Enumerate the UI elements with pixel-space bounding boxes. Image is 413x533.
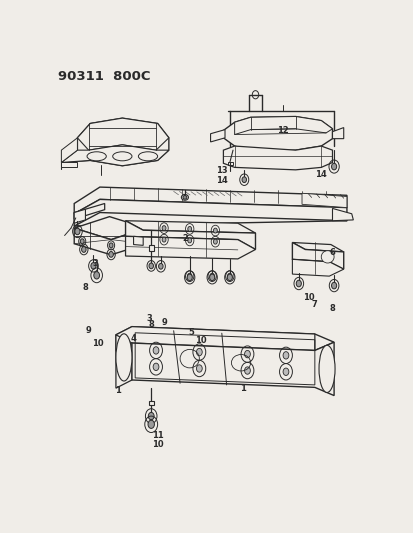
Ellipse shape [158, 263, 163, 269]
Ellipse shape [331, 282, 336, 289]
Ellipse shape [320, 251, 333, 263]
Ellipse shape [109, 243, 113, 248]
Text: 8: 8 [329, 304, 335, 313]
Ellipse shape [80, 239, 84, 244]
Polygon shape [74, 216, 146, 240]
Text: 14: 14 [216, 176, 227, 185]
Ellipse shape [162, 237, 166, 242]
Ellipse shape [112, 152, 132, 161]
Text: 10: 10 [152, 440, 163, 449]
Polygon shape [61, 118, 169, 166]
Polygon shape [332, 127, 343, 139]
Ellipse shape [227, 274, 232, 281]
Polygon shape [74, 228, 146, 255]
Polygon shape [74, 209, 85, 223]
Ellipse shape [81, 247, 86, 252]
Ellipse shape [187, 273, 192, 279]
Ellipse shape [116, 334, 132, 381]
Ellipse shape [242, 177, 246, 183]
Text: 1: 1 [114, 386, 120, 395]
Text: 9: 9 [161, 318, 166, 327]
Ellipse shape [109, 252, 113, 257]
Ellipse shape [318, 345, 334, 392]
Polygon shape [125, 236, 255, 259]
Polygon shape [210, 130, 225, 142]
Ellipse shape [183, 196, 186, 199]
Ellipse shape [187, 274, 192, 281]
Ellipse shape [188, 238, 191, 243]
Polygon shape [74, 187, 346, 214]
Polygon shape [116, 335, 132, 388]
Polygon shape [61, 145, 169, 166]
Ellipse shape [282, 352, 288, 359]
Ellipse shape [244, 350, 250, 358]
Ellipse shape [91, 263, 96, 269]
Text: 12: 12 [276, 126, 288, 135]
Polygon shape [148, 401, 153, 406]
Ellipse shape [149, 263, 153, 269]
Polygon shape [116, 327, 314, 351]
Ellipse shape [188, 227, 191, 231]
Polygon shape [234, 117, 332, 134]
Polygon shape [74, 199, 346, 226]
Polygon shape [332, 208, 352, 221]
Ellipse shape [87, 152, 106, 161]
Ellipse shape [181, 195, 188, 200]
Ellipse shape [148, 420, 154, 429]
Text: 7: 7 [311, 300, 317, 309]
Ellipse shape [196, 365, 202, 372]
Text: 3: 3 [92, 259, 98, 268]
Ellipse shape [162, 225, 166, 231]
Text: 10: 10 [195, 336, 206, 345]
Ellipse shape [153, 347, 159, 354]
Polygon shape [125, 221, 255, 249]
Text: 10: 10 [92, 338, 104, 348]
Text: 2: 2 [182, 234, 188, 243]
Text: 5: 5 [188, 328, 194, 337]
Ellipse shape [331, 163, 336, 170]
Polygon shape [223, 117, 332, 151]
Ellipse shape [148, 413, 154, 420]
Ellipse shape [94, 272, 99, 279]
Text: 3: 3 [146, 314, 152, 323]
Text: 4: 4 [131, 334, 136, 343]
Ellipse shape [196, 349, 202, 356]
Text: 8: 8 [148, 320, 154, 329]
Text: 14: 14 [315, 170, 326, 179]
Polygon shape [74, 204, 104, 219]
Text: 9: 9 [85, 326, 91, 335]
Ellipse shape [227, 273, 232, 279]
Polygon shape [292, 243, 343, 252]
Text: 6: 6 [329, 248, 335, 257]
Polygon shape [116, 327, 333, 350]
Ellipse shape [244, 367, 250, 374]
Text: 90311  800C: 90311 800C [58, 70, 150, 83]
Polygon shape [301, 193, 346, 207]
Polygon shape [125, 221, 255, 233]
Polygon shape [148, 245, 153, 251]
Ellipse shape [213, 228, 217, 233]
Ellipse shape [75, 228, 80, 235]
Text: 13: 13 [216, 166, 227, 175]
Ellipse shape [153, 363, 159, 370]
Text: 11: 11 [152, 431, 163, 440]
Polygon shape [223, 146, 332, 170]
Ellipse shape [213, 239, 217, 244]
Polygon shape [292, 243, 343, 269]
Ellipse shape [209, 274, 214, 281]
Ellipse shape [209, 273, 214, 279]
Text: 10: 10 [302, 293, 313, 302]
Polygon shape [77, 118, 169, 150]
Polygon shape [61, 138, 77, 163]
Ellipse shape [138, 152, 157, 161]
Polygon shape [61, 161, 77, 167]
Polygon shape [132, 342, 333, 395]
Polygon shape [133, 236, 143, 245]
Polygon shape [292, 260, 343, 276]
Ellipse shape [282, 368, 288, 375]
Text: 1: 1 [239, 384, 245, 393]
Text: 8: 8 [82, 283, 88, 292]
Ellipse shape [296, 280, 301, 287]
